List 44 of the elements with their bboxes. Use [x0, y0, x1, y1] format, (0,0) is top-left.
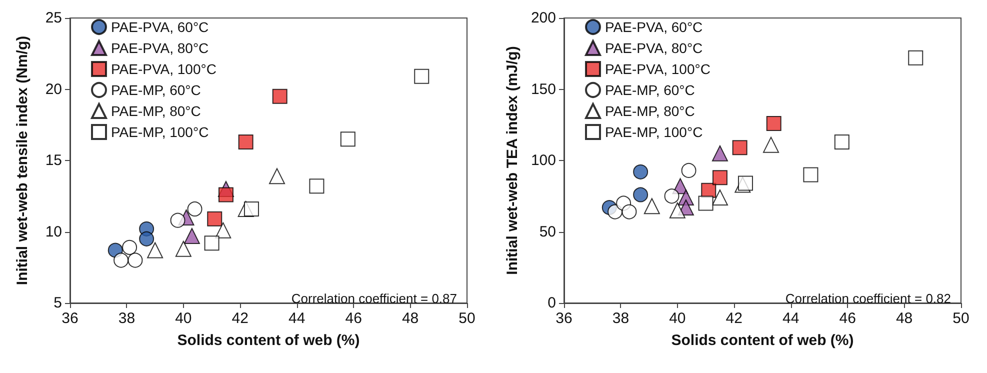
y-tick-label: 10 — [45, 223, 62, 240]
y-tick-label: 0 — [548, 294, 556, 312]
x-tick-label: 48 — [896, 310, 913, 327]
x-tick-label: 36 — [62, 310, 78, 327]
x-tick-label: 38 — [118, 310, 136, 327]
legend-label: PAE-PVA, 80°C — [605, 40, 703, 56]
legend-label: PAE-MP, 80°C — [605, 103, 695, 119]
y-tick-label: 150 — [530, 80, 556, 98]
y-tick-label: 5 — [54, 294, 62, 312]
x-tick-label: 50 — [952, 310, 970, 327]
x-tick-label: 40 — [175, 310, 192, 327]
x-tick-label: 48 — [402, 310, 419, 327]
x-tick-label: 38 — [612, 310, 630, 327]
y-axis-title: Initial wet-web tensile index (Nm/g) — [14, 36, 31, 286]
x-tick-label: 44 — [782, 310, 800, 327]
y-axis-title: Initial wet-web TEA index (mJ/g) — [504, 46, 522, 275]
x-tick-label: 40 — [669, 310, 686, 327]
legend-label: PAE-MP, 100°C — [605, 124, 703, 140]
legend-label: PAE-PVA, 100°C — [605, 61, 710, 77]
y-tick-label: 50 — [539, 223, 556, 240]
x-tick-label: 46 — [345, 310, 362, 327]
y-tick-label: 20 — [45, 80, 62, 98]
legend-label: PAE-PVA, 100°C — [111, 61, 216, 77]
x-tick-label: 36 — [556, 310, 572, 327]
legend-label: PAE-MP, 60°C — [111, 82, 201, 98]
legend-label: PAE-PVA, 60°C — [605, 19, 703, 35]
legend-label: PAE-MP, 80°C — [111, 103, 201, 119]
x-tick-label: 46 — [839, 310, 856, 327]
legend-label: PAE-PVA, 80°C — [111, 40, 209, 56]
x-tick-label: 42 — [232, 310, 248, 327]
y-tick-label: 200 — [530, 10, 556, 26]
x-tick-label: 42 — [726, 310, 742, 327]
x-axis-title: Solids content of web (%) — [671, 332, 854, 349]
annotation: Correlation coefficient = 0.87 — [291, 291, 458, 306]
x-tick-label: 50 — [458, 310, 476, 327]
annotation: Correlation coefficient = 0.82 — [785, 291, 952, 306]
legend-label: PAE-PVA, 60°C — [111, 19, 209, 35]
y-tick-label: 25 — [45, 10, 62, 26]
y-tick-label: 15 — [45, 152, 62, 169]
legend-label: PAE-MP, 100°C — [111, 124, 209, 140]
y-tick-label: 100 — [530, 152, 556, 169]
legend-label: PAE-MP, 60°C — [605, 82, 695, 98]
x-axis-title: Solids content of web (%) — [177, 332, 360, 349]
x-tick-label: 44 — [288, 310, 306, 327]
